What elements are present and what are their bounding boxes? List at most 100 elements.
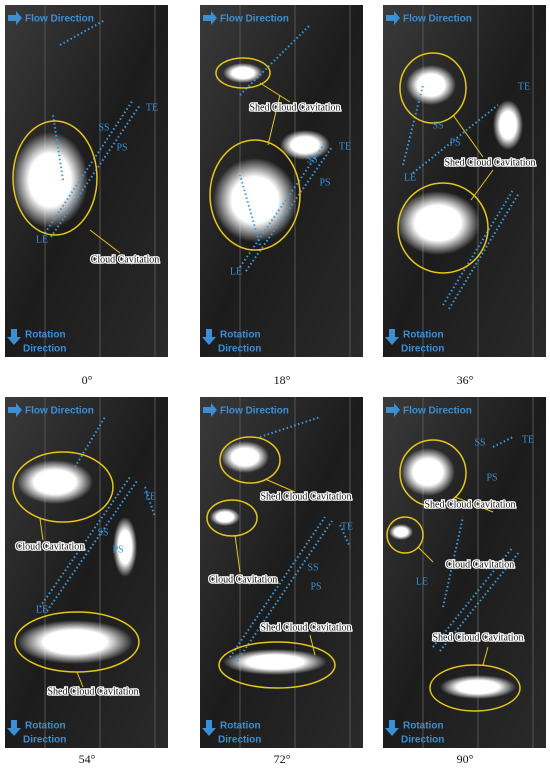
- blade-label: SS: [306, 154, 317, 165]
- rotation-label: Rotation: [403, 330, 444, 341]
- cavitation-label: Cloud Cavitation: [16, 541, 85, 552]
- rotation-label: Direction: [23, 344, 66, 355]
- pointer: [309, 634, 316, 656]
- blade-label: SS: [97, 527, 108, 538]
- cavity: [396, 191, 480, 255]
- blade-label: LE: [404, 172, 416, 183]
- blade-label: PS: [486, 472, 497, 483]
- cavitation-label: Shed Cloud Cavitation: [249, 102, 340, 113]
- flow-label: Flow Direction: [25, 406, 94, 417]
- flow-label: Flow Direction: [403, 406, 472, 417]
- flow-arrow: [8, 11, 22, 25]
- rotation-label: Direction: [218, 344, 261, 355]
- panel: Flow Direction Rotation Direction Shed Clou…: [200, 5, 363, 357]
- blade-edge: [52, 114, 64, 181]
- cavity: [12, 132, 88, 228]
- pointer: [454, 496, 494, 513]
- rotation-label: Rotation: [220, 330, 261, 341]
- blade-edge: [339, 524, 351, 548]
- cavitation-label: Shed Cloud Cavitation: [444, 157, 535, 168]
- pointer: [89, 229, 121, 254]
- blade-label: PS: [449, 137, 460, 148]
- blade-label: PS: [310, 581, 321, 592]
- flow-arrow: [203, 403, 217, 417]
- highlight: [386, 516, 424, 554]
- rotation-label: Direction: [401, 344, 444, 355]
- rotation-arrow: [202, 720, 216, 736]
- panel: Flow Direction Rotation Direction SS TE PS She…: [383, 397, 546, 748]
- panel: Flow Direction Rotation Direction TE Cloud C…: [5, 397, 168, 748]
- blade-edge: [50, 104, 141, 238]
- caption: 0°: [82, 373, 93, 387]
- panel: Flow Direction Rotation Direction TE SS PS She…: [383, 5, 546, 357]
- blade-edge: [239, 24, 311, 96]
- pointer: [452, 114, 484, 158]
- caption: 18°: [274, 373, 291, 387]
- blade-label: TE: [144, 491, 156, 502]
- blade-label: SS: [98, 122, 109, 133]
- blade-edge: [74, 416, 106, 468]
- cavity: [493, 100, 523, 150]
- blade-edge: [44, 99, 134, 234]
- blade-label: SS: [474, 437, 485, 448]
- blade-label: LE: [230, 266, 242, 277]
- blade-edge: [439, 550, 521, 652]
- blade-edge: [239, 142, 326, 268]
- blade-label: TE: [339, 141, 351, 152]
- blade-edge: [432, 546, 514, 648]
- cavity: [210, 508, 240, 526]
- blade-label: SS: [307, 562, 318, 573]
- blade-edge: [442, 189, 514, 306]
- rotation-arrow: [385, 720, 399, 736]
- highlight: [206, 499, 258, 537]
- panel: Flow Direction Rotation Direction TE SS PS LE C…: [5, 5, 168, 357]
- highlight: [397, 182, 489, 274]
- highlight: [219, 436, 281, 484]
- cavitation-label: Cloud Cavitation: [209, 574, 278, 585]
- cavity: [280, 130, 330, 160]
- pointer: [76, 671, 84, 688]
- pointer: [267, 94, 281, 146]
- highlight: [399, 439, 467, 507]
- flow-arrow: [203, 11, 217, 25]
- caption: 36°: [457, 373, 474, 387]
- blade-label: TE: [146, 102, 158, 113]
- cavity: [17, 620, 133, 664]
- flow-arrow: [386, 403, 400, 417]
- blade-edge: [144, 486, 156, 518]
- caption: 90°: [457, 752, 474, 766]
- blade-label: LE: [416, 576, 428, 587]
- flow-label: Flow Direction: [403, 14, 472, 25]
- cavitation-label: Shed Cloud Cavitation: [47, 686, 138, 697]
- flow-arrow: [8, 403, 22, 417]
- rotation-label: Rotation: [25, 721, 66, 732]
- highlight: [12, 451, 114, 523]
- blade-edge: [402, 84, 424, 166]
- highlight: [429, 664, 521, 712]
- blade-edge: [239, 174, 261, 246]
- highlight: [215, 57, 271, 89]
- cavity: [17, 460, 93, 504]
- caption: 54°: [79, 752, 96, 766]
- pointer: [482, 646, 489, 666]
- flow-label: Flow Direction: [220, 14, 289, 25]
- blade-label: PS: [116, 142, 127, 153]
- blade-label: TE: [522, 434, 534, 445]
- cavitation-label: Shed Cloud Cavitation: [260, 491, 351, 502]
- cavitation-label: Shed Cloud Cavitation: [424, 499, 515, 510]
- highlight: [209, 139, 301, 251]
- blade-edge: [59, 19, 106, 46]
- pointer: [264, 478, 296, 493]
- cavity: [406, 65, 456, 105]
- pointer: [234, 534, 241, 573]
- rotation-label: Rotation: [25, 330, 66, 341]
- blade-edge: [229, 516, 326, 658]
- highlight: [12, 120, 98, 236]
- flow-label: Flow Direction: [25, 14, 94, 25]
- blade-edge: [259, 416, 321, 438]
- rotation-arrow: [385, 329, 399, 345]
- cavitation-label: Shed Cloud Cavitation: [432, 632, 523, 643]
- rotation-label: Direction: [218, 735, 261, 746]
- rotation-label: Direction: [401, 735, 444, 746]
- flow-arrow: [386, 11, 400, 25]
